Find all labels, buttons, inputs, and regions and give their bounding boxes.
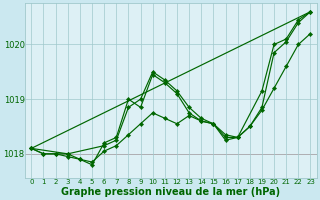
X-axis label: Graphe pression niveau de la mer (hPa): Graphe pression niveau de la mer (hPa) bbox=[61, 187, 280, 197]
